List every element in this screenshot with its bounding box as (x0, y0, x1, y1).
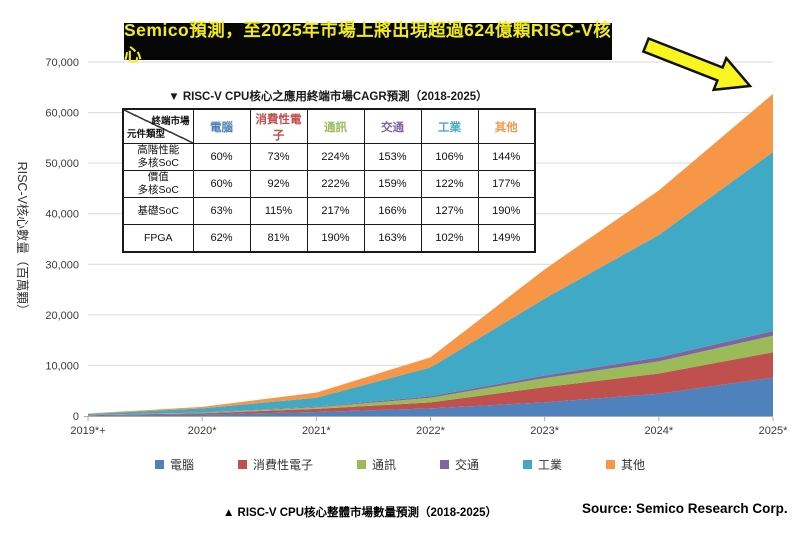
y-tick-label: 50,000 (45, 158, 79, 170)
cagr-value-other: 149% (477, 224, 536, 253)
cagr-value-consumer-electronics: 115% (249, 197, 308, 225)
column-header-other: 其他 (477, 108, 536, 144)
table-row: 價值 多核SoC 60% 92% 222% 159% 122% 177% (122, 170, 536, 198)
corner-cell: 終端市場元件類型 (122, 108, 194, 144)
x-tick-label: 2022* (416, 425, 445, 437)
column-header-communications: 通訊 (306, 108, 365, 144)
corner-label-devicetype: 元件類型 (127, 129, 166, 140)
legend-label: 電腦 (169, 458, 194, 472)
table-row: 基礎SoC 63% 115% 217% 166% 127% 190% (122, 197, 536, 225)
cagr-value-industrial: 106% (420, 143, 479, 171)
chart-caption: ▲ RISC-V CPU核心整體市場數量預測（2018-2025） (222, 507, 498, 519)
x-tick-label: 2023* (530, 425, 559, 437)
cagr-value-other: 177% (477, 170, 536, 198)
legend-item-computer: 電腦 (154, 456, 194, 473)
table-title: ▼ RISC-V CPU核心之應用終端市場CAGR預測（2018-2025） (168, 91, 488, 103)
x-tick-label: 2019*+ (70, 425, 105, 437)
legend-item-industrial: 工業 (523, 456, 562, 473)
cagr-value-communications: 222% (306, 170, 365, 198)
legend-swatch-icon (606, 460, 616, 469)
table-row: 高階性能 多核SoC 60% 73% 224% 153% 106% 144% (122, 143, 536, 171)
area-communications (88, 335, 773, 416)
table-header-row: 終端市場 元件類型 電腦 消費性電子 通訊 交通 工業 其他 (122, 108, 536, 144)
cagr-value-computer: 60% (192, 170, 251, 198)
column-header-transportation: 交通 (363, 108, 422, 144)
chart-legend: 電腦 消費性電子 通訊 交通 工業 其他 (0, 456, 800, 473)
row-header: 基礎SoC (122, 197, 194, 225)
legend-swatch-icon (237, 460, 247, 469)
source-credit: Source: Semico Research Corp. (582, 501, 788, 516)
headline-banner: Semico預測，至2025年市場上將出現超過624億顆RISC-V核心 (124, 20, 612, 65)
y-tick-label: 30,000 (45, 259, 79, 271)
cagr-value-industrial: 122% (420, 170, 479, 198)
y-tick-label: 20,000 (45, 310, 79, 322)
cagr-value-transportation: 163% (363, 224, 422, 253)
row-header: FPGA (122, 224, 194, 253)
x-tick-label: 2025* (759, 425, 788, 437)
cagr-value-consumer-electronics: 73% (249, 143, 308, 171)
cagr-value-transportation: 166% (363, 197, 422, 225)
column-header-consumer-electronics: 消費性電子 (249, 108, 308, 144)
table-row: FPGA 62% 81% 190% 163% 102% 149% (122, 224, 536, 253)
cagr-value-industrial: 127% (420, 197, 479, 225)
legend-item-other: 其他 (606, 456, 645, 473)
callout-arrow-icon (641, 36, 753, 92)
area-consumer-electronics (88, 352, 773, 416)
x-tick-label: 2020* (188, 425, 217, 437)
cagr-value-consumer-electronics: 81% (249, 224, 308, 253)
legend-label: 消費性電子 (252, 458, 313, 472)
legend-swatch-icon (440, 460, 449, 469)
legend-label: 通訊 (371, 458, 396, 472)
legend-item-transportation: 交通 (440, 456, 479, 473)
cagr-value-communications: 217% (306, 197, 365, 225)
legend-label: 交通 (455, 458, 480, 472)
cagr-table: 終端市場 元件類型 電腦 消費性電子 通訊 交通 工業 其他 高階性能 多核SoC 60% 73% 2… (122, 108, 536, 253)
cagr-value-other: 190% (477, 197, 536, 225)
legend-label: 其他 (621, 458, 646, 472)
legend-swatch-icon (356, 460, 366, 469)
legend-item-consumer-electronics: 消費性電子 (237, 456, 313, 473)
cagr-value-transportation: 159% (363, 170, 422, 198)
y-tick-label: 0 (73, 411, 79, 423)
y-tick-label: 10,000 (45, 360, 79, 372)
column-header-computer: 電腦 (192, 108, 251, 144)
y-axis-title: RISC-V核心數量（百萬顆） (15, 162, 29, 317)
x-tick-label: 2024* (644, 425, 673, 437)
y-tick-label: 70,000 (45, 57, 79, 69)
row-header: 價值 多核SoC (122, 170, 194, 198)
cagr-value-communications: 190% (306, 224, 365, 253)
cagr-table-panel: ▼ RISC-V CPU核心之應用終端市場CAGR預測（2018-2025） 終… (122, 88, 536, 253)
area-computer (88, 377, 773, 416)
corner-label-endmarket: 終端市場 (151, 116, 190, 127)
legend-item-communications: 通訊 (356, 456, 396, 473)
cagr-value-consumer-electronics: 92% (249, 170, 308, 198)
cagr-value-other: 144% (477, 143, 536, 171)
cagr-value-computer: 63% (192, 197, 251, 225)
cagr-value-industrial: 102% (420, 224, 479, 253)
legend-label: 工業 (538, 458, 563, 472)
cagr-value-communications: 224% (306, 143, 365, 171)
legend-swatch-icon (523, 460, 533, 469)
cagr-value-computer: 62% (192, 224, 251, 253)
y-tick-label: 40,000 (45, 209, 79, 221)
column-header-industrial: 工業 (420, 108, 479, 144)
y-tick-label: 60,000 (45, 108, 79, 120)
area-industrial (88, 152, 773, 415)
headline-text: Semico預測，至2025年市場上將出現超過624億顆RISC-V核心 (124, 19, 612, 65)
x-tick-label: 2021* (302, 425, 331, 437)
cagr-value-computer: 60% (192, 143, 251, 171)
cagr-value-transportation: 153% (363, 143, 422, 171)
legend-swatch-icon (154, 460, 164, 469)
row-header: 高階性能 多核SoC (122, 143, 194, 171)
